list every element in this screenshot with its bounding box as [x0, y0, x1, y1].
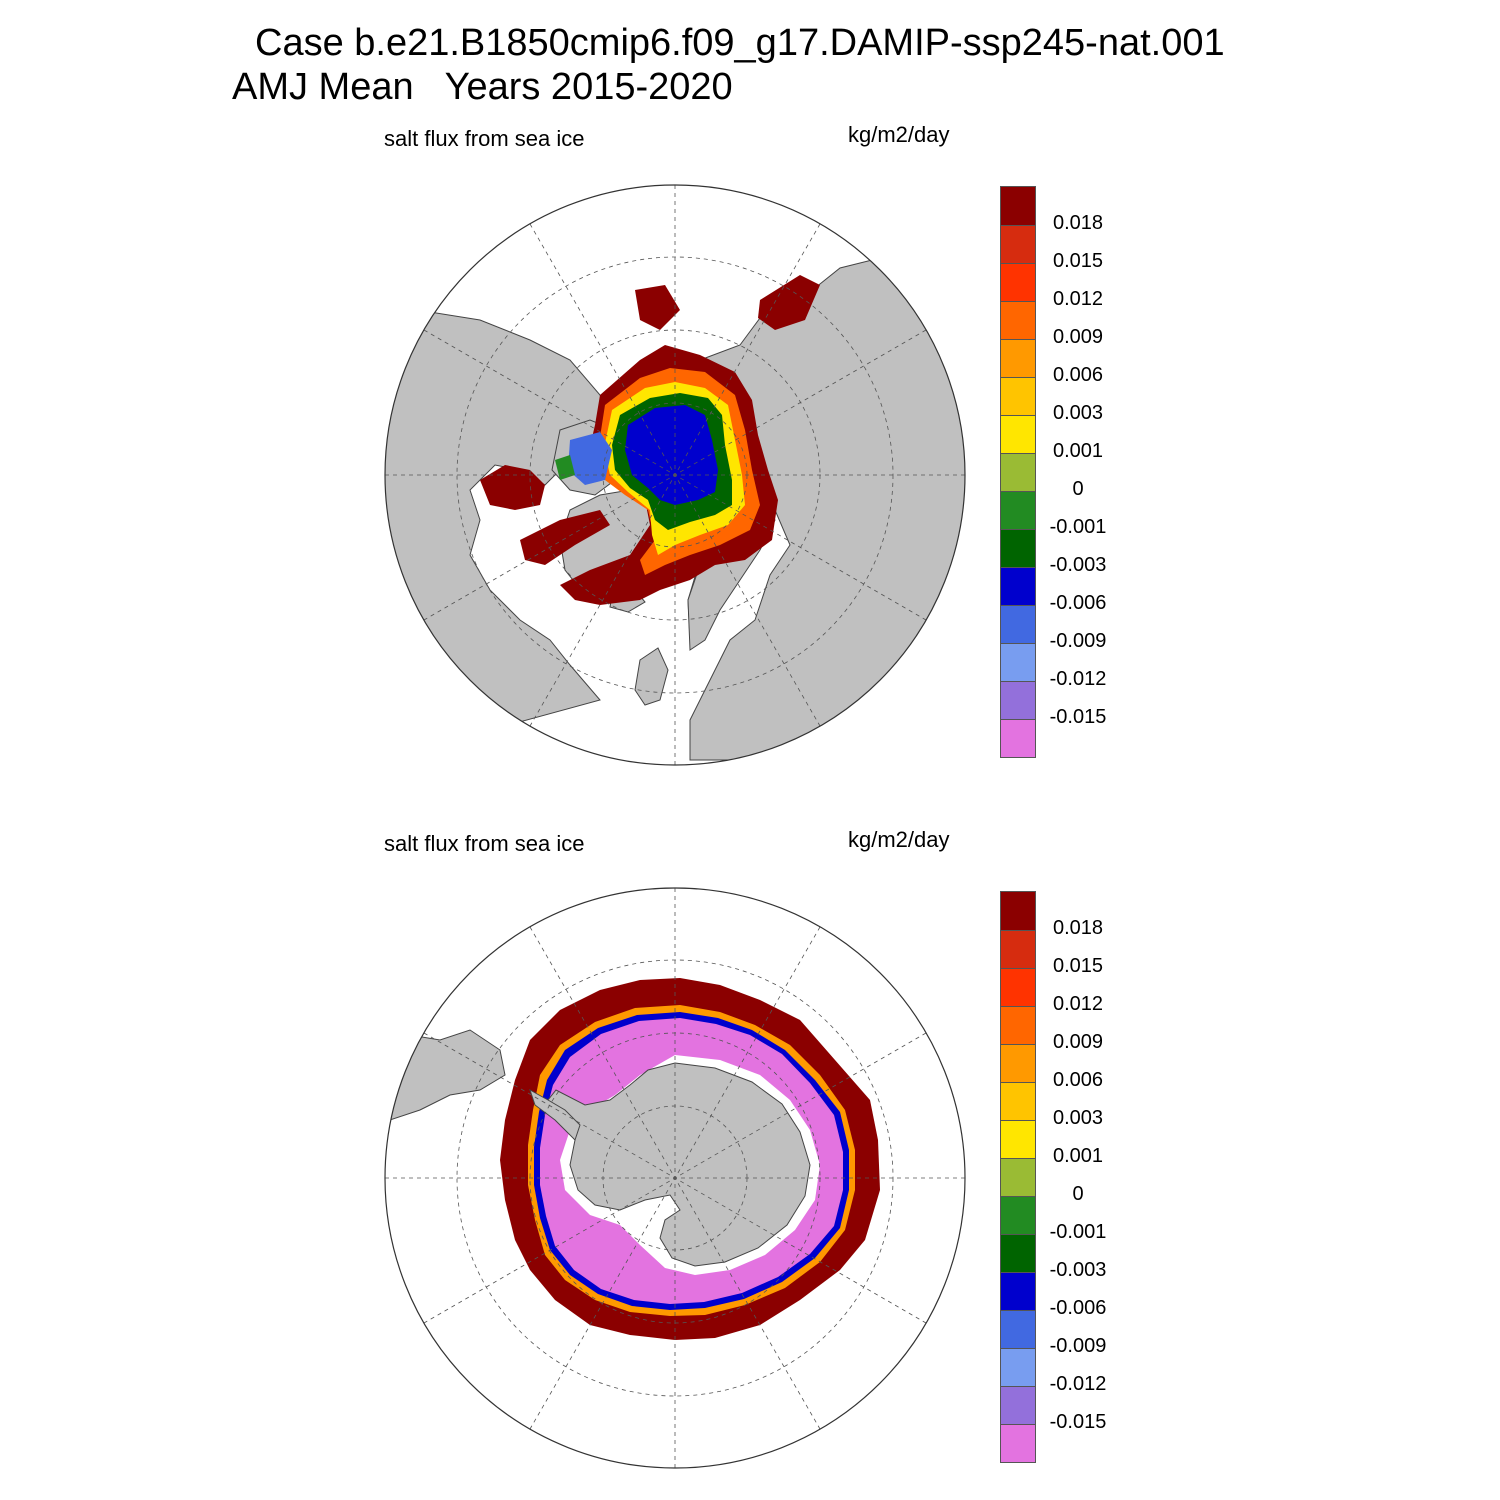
north-map-border	[384, 184, 966, 766]
south-graticule	[385, 888, 965, 1468]
north-colorbar-swatch	[1001, 415, 1035, 453]
north-graticule	[385, 185, 965, 765]
figure-title-case: Case b.e21.B1850cmip6.f09_g17.DAMIP-ssp2…	[255, 22, 1225, 64]
north-colorbar-swatch	[1001, 643, 1035, 681]
north-colorbar-swatch	[1001, 491, 1035, 529]
north-colorbar-swatch	[1001, 339, 1035, 377]
south-colorbar-tick-label: 0.015	[1052, 955, 1104, 977]
south-colorbar-tick-label: -0.015	[1049, 1411, 1107, 1433]
north-colorbar-tick-label: -0.015	[1049, 706, 1107, 728]
south-colorbar-swatch	[1001, 1386, 1035, 1424]
north-ice-core-blue	[625, 405, 718, 505]
south-colorbar-swatch	[1001, 1082, 1035, 1120]
north-colorbar-tick-label: 0.003	[1052, 402, 1104, 424]
north-land-british-isles	[634, 647, 669, 706]
south-colorbar-swatch	[1001, 892, 1035, 930]
north-ice-bering	[635, 285, 680, 330]
north-panel-variable-label: salt flux from sea ice	[384, 126, 585, 151]
south-colorbar-swatch	[1001, 1158, 1035, 1196]
north-colorbar-tick-label: -0.012	[1049, 668, 1107, 690]
south-colorbar-swatch	[1001, 1006, 1035, 1044]
south-map-border	[384, 887, 966, 1469]
south-colorbar	[1000, 891, 1036, 1463]
north-colorbar-tick-label: -0.001	[1049, 516, 1107, 538]
north-colorbar-swatch	[1001, 529, 1035, 567]
north-colorbar-swatch	[1001, 453, 1035, 491]
south-colorbar-tick-label: 0.012	[1052, 993, 1104, 1015]
south-colorbar-tick-label: -0.012	[1049, 1373, 1107, 1395]
north-colorbar	[1000, 186, 1036, 758]
north-colorbar-tick-label: 0.006	[1052, 364, 1104, 386]
north-colorbar-tick-label: 0.012	[1052, 288, 1104, 310]
north-ice-archipelago-green	[555, 455, 575, 480]
north-colorbar-swatch	[1001, 377, 1035, 415]
south-colorbar-tick-label: 0.003	[1052, 1107, 1104, 1129]
south-polar-map	[384, 887, 966, 1469]
north-ice-okhotsk	[758, 275, 820, 330]
south-colorbar-swatch	[1001, 1348, 1035, 1386]
north-ice-archipelago-mixed	[568, 432, 612, 485]
south-colorbar-tick-label: -0.003	[1049, 1259, 1107, 1281]
south-colorbar-swatch	[1001, 1234, 1035, 1272]
south-colorbar-swatch	[1001, 1044, 1035, 1082]
south-land-antarctic-peninsula	[529, 1088, 581, 1141]
north-colorbar-swatch	[1001, 263, 1035, 301]
south-colorbar-swatch	[1001, 1196, 1035, 1234]
north-colorbar-swatch	[1001, 187, 1035, 225]
north-colorbar-swatch	[1001, 567, 1035, 605]
north-colorbar-tick-label: -0.003	[1049, 554, 1107, 576]
south-colorbar-swatch	[1001, 930, 1035, 968]
north-colorbar-swatch	[1001, 719, 1035, 757]
north-map-content	[385, 185, 965, 765]
south-colorbar-swatch	[1001, 1272, 1035, 1310]
north-colorbar-swatch	[1001, 301, 1035, 339]
south-colorbar-tick-label: 0.001	[1052, 1145, 1104, 1167]
south-colorbar-swatch	[1001, 1310, 1035, 1348]
north-colorbar-tick-label: 0	[1072, 478, 1084, 500]
south-colorbar-tick-label: 0.009	[1052, 1031, 1104, 1053]
north-colorbar-tick-label: 0.018	[1052, 212, 1104, 234]
south-panel-variable-label: salt flux from sea ice	[384, 831, 585, 856]
north-colorbar-tick-label: -0.006	[1049, 592, 1107, 614]
south-colorbar-tick-label: 0.006	[1052, 1069, 1104, 1091]
north-ice-hudson-bay	[480, 465, 545, 510]
south-panel-units-label: kg/m2/day	[848, 827, 950, 852]
south-colorbar-tick-label: -0.006	[1049, 1297, 1107, 1319]
south-land-south-america	[385, 1029, 506, 1121]
north-colorbar-tick-label: 0.015	[1052, 250, 1104, 272]
south-colorbar-tick-label: -0.009	[1049, 1335, 1107, 1357]
north-polar-map	[384, 184, 966, 766]
north-colorbar-swatch	[1001, 225, 1035, 263]
north-colorbar-swatch	[1001, 605, 1035, 643]
south-colorbar-tick-label: 0	[1072, 1183, 1084, 1205]
north-panel-units-label: kg/m2/day	[848, 122, 950, 147]
north-colorbar-tick-label: -0.009	[1049, 630, 1107, 652]
south-colorbar-swatch	[1001, 968, 1035, 1006]
south-map-content	[385, 888, 965, 1468]
north-colorbar-tick-label: 0.001	[1052, 440, 1104, 462]
south-colorbar-tick-label: 0.018	[1052, 917, 1104, 939]
south-colorbar-tick-label: -0.001	[1049, 1221, 1107, 1243]
north-colorbar-swatch	[1001, 681, 1035, 719]
figure-title-period: AMJ Mean Years 2015-2020	[232, 66, 733, 108]
south-colorbar-swatch	[1001, 1424, 1035, 1462]
south-colorbar-swatch	[1001, 1120, 1035, 1158]
north-colorbar-tick-label: 0.009	[1052, 326, 1104, 348]
